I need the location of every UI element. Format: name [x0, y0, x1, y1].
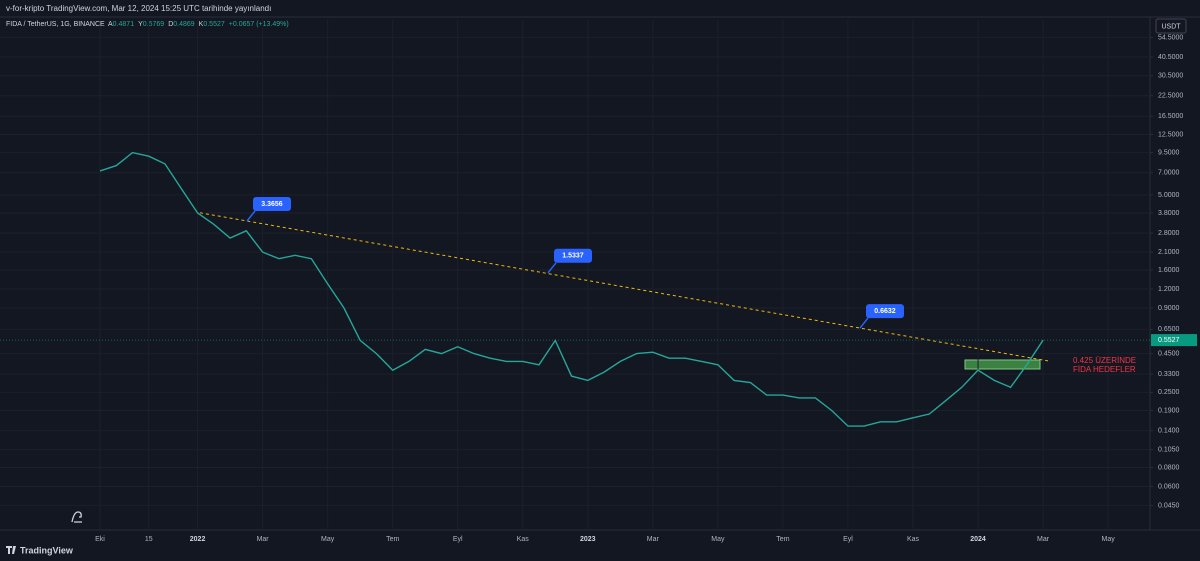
currency-button[interactable]: USDT [1155, 18, 1187, 34]
annotation-pointer [859, 317, 869, 329]
annotation-label: 1.5337 [562, 253, 584, 260]
annotation-bubble [253, 197, 291, 212]
y-tick-label: 0.4500 [1158, 350, 1180, 357]
ohlc-value: 0.4871 [113, 21, 135, 28]
last-price-label: 0.5527 [1158, 337, 1180, 344]
ohlc-value: 0.5527 [203, 21, 225, 28]
y-tick-label: 0.0800 [1158, 464, 1180, 471]
y-tick-label: 9.5000 [1158, 149, 1180, 156]
y-tick-label: 0.0600 [1158, 483, 1180, 490]
x-tick-label: May [711, 536, 725, 543]
x-tick-label: Eki [95, 536, 105, 543]
price-line [99, 151, 1044, 427]
x-tick-label: Mar [1037, 536, 1050, 543]
x-tick-label: 2022 [190, 536, 206, 543]
x-tick-label: Mar [257, 536, 270, 543]
y-tick-label: 0.0450 [1158, 502, 1180, 509]
ohlc-key: Y [138, 21, 143, 28]
symbol: FIDA / TetherUS, 1G, BINANCE [6, 21, 105, 28]
y-tick-label: 0.6500 [1158, 326, 1180, 333]
x-tick-label: Eyl [453, 536, 463, 543]
x-tick-label: Mar [647, 536, 660, 543]
note-text: 0.425 ÜZERİNDE [1073, 356, 1136, 365]
note-text: FİDA HEDEFLER [1073, 365, 1136, 374]
y-tick-label: 3.8000 [1158, 210, 1180, 217]
annotation-label: 0.6632 [874, 308, 896, 315]
legend: FIDA / TetherUS, 1G, BINANCE A 0.4871 Y 0.5… [6, 21, 289, 28]
x-tick-label: May [321, 536, 335, 543]
y-tick-label: 0.1900 [1158, 407, 1180, 414]
annotation-pointer [547, 262, 557, 274]
ohlc-key: K [199, 21, 204, 28]
y-tick-label: 2.1000 [1158, 249, 1180, 256]
annotation-pointer [246, 210, 256, 222]
y-tick-label: 2.8000 [1158, 230, 1180, 237]
y-tick-label: 5.0000 [1158, 192, 1180, 199]
y-tick-label: 0.9000 [1158, 305, 1180, 312]
ohlc-key: D [168, 21, 173, 28]
x-tick-label: Kas [517, 536, 530, 543]
dino-icon [71, 511, 82, 523]
x-tick-label: May [1102, 536, 1116, 543]
y-tick-label: 54.5000 [1158, 34, 1183, 41]
annotation-label: 3.3656 [261, 201, 283, 208]
x-tick-label: 15 [145, 536, 153, 543]
header: v-for-kripto TradingView.com, Mar 12, 20… [6, 4, 271, 13]
y-tick-label: 22.5000 [1158, 93, 1183, 100]
annotation-bubble [866, 304, 904, 319]
y-tick-label: 0.1400 [1158, 427, 1180, 434]
y-tick-label: 1.2000 [1158, 286, 1180, 293]
x-tick-label: Tem [776, 536, 789, 543]
x-tick-label: Tem [386, 536, 399, 543]
ohlc-value: 0.5769 [143, 21, 165, 28]
ohlc-key: A [108, 21, 113, 28]
y-tick-label: 40.5000 [1158, 54, 1183, 61]
y-tick-label: 16.5000 [1158, 113, 1183, 120]
x-tick-label: Eyl [843, 536, 853, 543]
button-frame [1155, 18, 1187, 34]
button-label: USDT [1161, 23, 1181, 30]
last-price-tag [1151, 334, 1197, 347]
tv-logo-icon [6, 546, 16, 554]
y-tick-label: 7.0000 [1158, 170, 1180, 177]
ohlc-value: 0.4869 [173, 21, 195, 28]
x-tick-label: Kas [907, 536, 920, 543]
y-tick-label: 12.5000 [1158, 131, 1183, 138]
y-tick-label: 0.3300 [1158, 371, 1180, 378]
annotation-bubble [554, 248, 592, 263]
footer-logo: TradingView [20, 545, 74, 555]
y-tick-label: 1.6000 [1158, 267, 1180, 274]
target-zone [964, 359, 1041, 370]
y-tick-label: 30.5000 [1158, 73, 1183, 80]
y-tick-label: 0.1050 [1158, 446, 1180, 453]
y-tick-label: 0.2500 [1158, 389, 1180, 396]
ohlc-value: +0.0657 (+13.49%) [229, 21, 289, 28]
x-tick-label: 2024 [970, 536, 986, 543]
x-tick-label: 2023 [580, 536, 596, 543]
